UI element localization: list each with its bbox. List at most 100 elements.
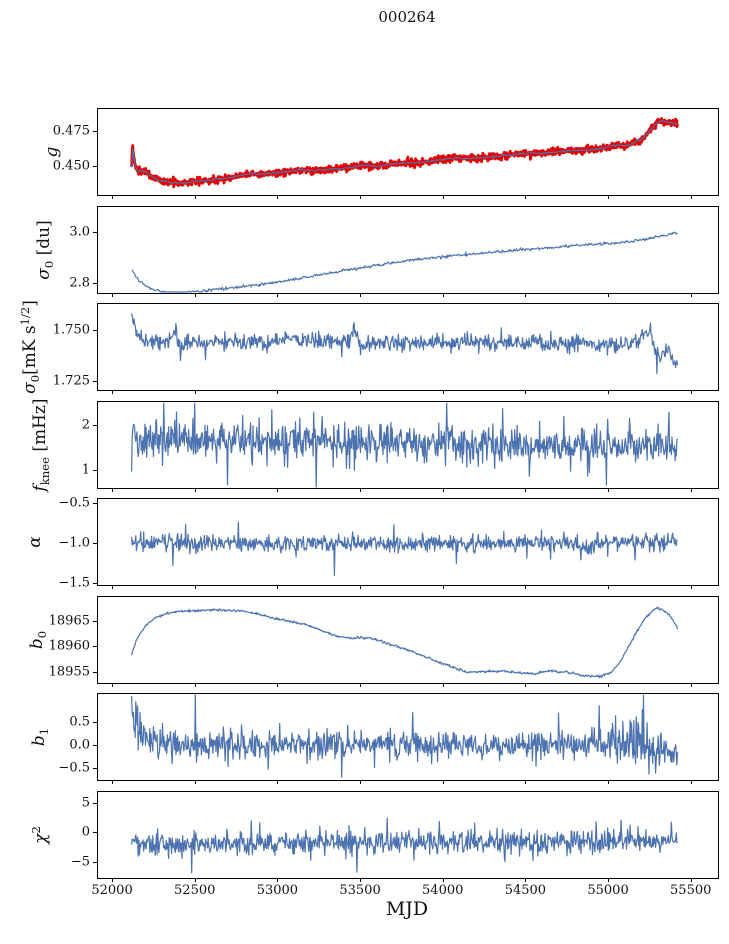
y-tick-mark [93, 542, 97, 544]
x-tick-mark [690, 780, 692, 784]
y-axis-label-f_knee: fknee [mHz] [30, 398, 52, 491]
x-tick-mark [360, 682, 362, 687]
y-tick-label: 0.450 [52, 158, 90, 174]
x-tick-mark [194, 195, 196, 199]
x-tick-mark [690, 195, 692, 199]
panel-g: 0.450 0.475 g [42, 108, 719, 199]
x-tick-mark [608, 292, 610, 297]
y-tick-mark [93, 131, 97, 133]
panel-f_knee: 1 2 fknee [mHz] [30, 398, 719, 492]
b1-line [131, 694, 679, 778]
plot-area-b1 [131, 694, 679, 778]
y-axis-label-part: 0 [42, 260, 57, 268]
x-tick-mark [360, 585, 362, 589]
x-tick-label: 53000 [256, 882, 299, 898]
x-tick-mark [360, 195, 362, 199]
y-tick-mark [93, 380, 97, 382]
x-tick-mark [525, 877, 527, 882]
y-tick-mark [93, 232, 97, 234]
y-tick-mark [93, 745, 97, 747]
x-tick-mark [442, 195, 444, 199]
x-tick-mark [608, 877, 610, 882]
x-tick-mark [277, 390, 279, 394]
figure-title: 000264 [378, 8, 436, 26]
sigma0-du-line [131, 231, 678, 293]
x-tick-mark [442, 877, 444, 882]
x-tick-mark [360, 487, 362, 492]
y-axis-label-part: b [28, 735, 49, 747]
y-axis-label-alpha: α [25, 536, 45, 547]
y-tick-label: 18955 [48, 664, 90, 680]
x-tick-mark [525, 292, 527, 297]
panel-sigma0_du: 2.8 3.0 σ0 [du] [34, 205, 719, 297]
x-tick-mark [608, 682, 610, 687]
y-axis-label-part: α [25, 536, 45, 548]
x-tick-mark [112, 682, 114, 687]
x-tick-mark [525, 682, 527, 687]
y-tick-mark [93, 620, 97, 622]
fknee-line [131, 401, 678, 488]
y-tick-label: 2 [81, 417, 90, 433]
x-tick-mark [277, 585, 279, 589]
y-tick-label: 0 [81, 824, 90, 840]
x-tick-label: 54500 [504, 882, 547, 898]
x-tick-mark [608, 780, 610, 784]
plot-area-g [130, 116, 679, 189]
y-axis-label-part: g [42, 146, 62, 158]
y-tick-label: 1.725 [52, 373, 90, 389]
x-tick-mark [690, 292, 692, 297]
x-tick-mark [277, 682, 279, 687]
x-tick-mark [442, 292, 444, 297]
y-tick-label: 0.0 [69, 737, 90, 753]
y-tick-label: 3.0 [69, 224, 90, 240]
y-tick-mark [93, 424, 97, 426]
x-tick-mark [194, 585, 196, 589]
y-tick-mark [93, 503, 97, 505]
y-tick-mark [93, 329, 97, 331]
x-tick-mark [525, 487, 527, 492]
x-tick-mark [277, 195, 279, 199]
y-axis-label-sigma0_du: σ0 [du] [34, 220, 56, 279]
y-axis-label-chi2: χ2 [29, 826, 51, 844]
x-tick-mark [442, 585, 444, 589]
x-axis-label: MJD [385, 898, 429, 920]
x-tick-mark [690, 682, 692, 687]
x-tick-label: 54000 [422, 882, 464, 898]
panel-b0: 18955 18960 18965 b0 [27, 595, 719, 687]
y-axis-label-part: 2 [29, 825, 44, 834]
x-tick-label: 55500 [670, 882, 712, 898]
x-tick-mark [608, 487, 610, 492]
x-tick-mark [690, 487, 692, 492]
y-tick-mark [93, 283, 97, 285]
x-tick-label: 55000 [587, 882, 629, 898]
y-tick-mark [93, 832, 97, 834]
x-tick-mark [525, 780, 527, 784]
y-tick-label: −0.5 [58, 760, 90, 776]
x-tick-mark [690, 877, 692, 882]
g-measured-line [130, 116, 679, 189]
x-tick-mark [112, 195, 114, 199]
sigma0-mk-line [131, 313, 679, 375]
y-tick-mark [93, 802, 97, 804]
panel-chi2: −5 0 5 52000 52500 53000 53500 54000 54500 55000 5… [29, 790, 719, 898]
y-axis-label-part: σ [19, 382, 40, 394]
y-axis-label-part: σ [33, 267, 54, 280]
y-tick-mark [93, 646, 97, 648]
panel-alpha: −1.5 −1.0 −0.5 α [25, 496, 719, 590]
x-tick-mark [194, 682, 196, 687]
plot-area-alpha [131, 521, 678, 577]
x-tick-mark [442, 780, 444, 784]
x-tick-mark [194, 487, 196, 492]
y-tick-mark [93, 721, 97, 723]
g-smoothed-line [131, 120, 678, 185]
x-tick-mark [360, 780, 362, 784]
x-tick-mark [525, 195, 527, 199]
x-tick-label: 52500 [174, 882, 216, 898]
plot-area-f_knee [131, 401, 678, 488]
y-axis-label-part: [mHz] [29, 398, 50, 457]
y-tick-label: 0.5 [69, 714, 90, 730]
x-tick-label: 53500 [339, 882, 381, 898]
b0-line [131, 606, 679, 678]
y-tick-mark [93, 165, 97, 167]
x-tick-mark [690, 390, 692, 394]
